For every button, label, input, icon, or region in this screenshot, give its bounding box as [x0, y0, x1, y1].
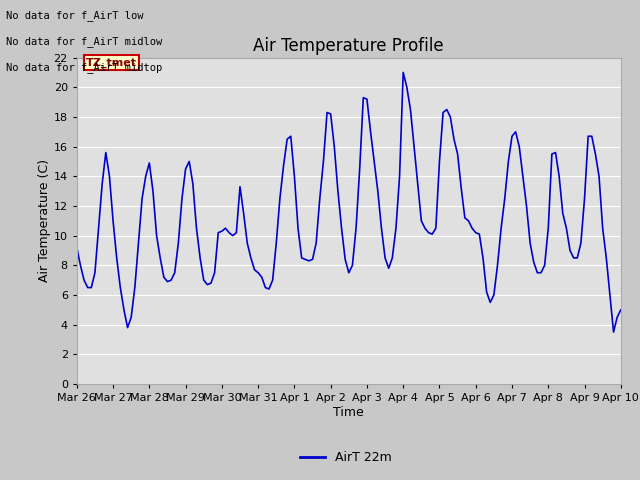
Text: No data for f_AirT midtop: No data for f_AirT midtop — [6, 62, 163, 73]
Legend: AirT 22m: AirT 22m — [295, 446, 396, 469]
Title: Air Temperature Profile: Air Temperature Profile — [253, 36, 444, 55]
Text: TZ_tmet: TZ_tmet — [86, 58, 137, 68]
Text: No data for f_AirT low: No data for f_AirT low — [6, 10, 144, 21]
Y-axis label: Air Temperature (C): Air Temperature (C) — [38, 159, 51, 282]
Text: No data for f_AirT midlow: No data for f_AirT midlow — [6, 36, 163, 47]
X-axis label: Time: Time — [333, 406, 364, 419]
